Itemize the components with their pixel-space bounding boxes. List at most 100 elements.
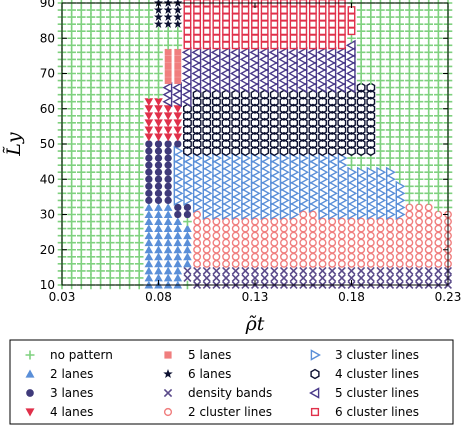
data-point [327,96,337,107]
data-point [173,187,184,199]
data-point [308,27,317,36]
data-point [154,154,163,162]
data-point [336,68,346,79]
data-point [239,53,250,65]
data-point [173,119,183,128]
data-point [345,53,356,65]
data-point [326,82,337,94]
legend: no pattern 5 lanes 3 cluster lines 2 lanes 6… [25,348,419,419]
data-point [173,194,184,206]
data-point [173,126,183,135]
data-point [222,34,230,43]
data-point [328,245,337,254]
data-point [212,273,221,282]
data-point [210,68,221,79]
data-point [183,27,192,36]
data-point [231,266,240,275]
data-point [347,124,356,136]
data-point [211,145,221,157]
y-axis-title: L̃y [3,132,25,157]
data-point [174,48,182,56]
data-point [328,166,338,178]
data-point [249,60,260,72]
data-point [96,0,105,8]
data-point [222,273,231,282]
data-point [164,196,172,205]
data-point [144,231,154,240]
data-point [240,145,250,157]
data-point [308,273,317,282]
data-point [221,209,232,220]
data-point [201,46,211,58]
legend-label: 2 lanes [50,367,93,381]
y-tick-label: 20 [40,243,55,257]
data-point [347,33,356,43]
data-point [307,46,318,58]
data-point [434,224,443,233]
data-point [287,75,298,87]
data-point [308,96,318,107]
data-point [337,13,346,22]
data-point [202,34,211,43]
data-point [415,203,423,212]
data-point [289,259,298,268]
data-point [376,238,385,247]
data-point [260,124,270,136]
legend-label: 4 cluster lines [335,367,419,381]
data-point [298,145,308,157]
data-point [424,238,433,247]
data-point [183,273,192,282]
data-point [164,154,172,162]
data-point [154,12,163,21]
data-point [345,39,356,51]
data-point [385,201,396,213]
data-point [434,238,443,247]
data-point [308,187,319,199]
data-point [279,173,290,185]
data-point [202,27,211,36]
data-point [327,103,337,114]
data-point [144,119,154,128]
data-point [192,131,202,143]
data-point [231,180,242,192]
data-point [356,124,366,136]
data-point [183,180,194,192]
data-point [211,110,221,121]
data-point [424,266,433,275]
data-point [299,27,308,36]
data-point [212,259,221,268]
data-point [287,53,298,65]
data-point [269,96,279,107]
data-point [192,117,202,128]
data-point [145,147,153,155]
data-point [318,224,327,233]
data-point [202,138,212,150]
data-point [289,194,300,206]
data-point [298,138,308,150]
data-point [260,217,269,226]
data-point [279,138,289,150]
data-point [163,126,173,135]
data-point [211,117,221,128]
data-point [318,180,329,192]
data-point [386,224,395,233]
data-point [347,187,358,199]
data-point [154,140,163,148]
data-point [260,138,270,150]
data-point [163,217,173,225]
data-point [222,41,230,50]
data-point [357,173,367,185]
data-point [202,187,213,199]
data-point [231,217,240,226]
data-point [154,161,163,169]
data-point [191,82,202,94]
data-point [366,145,376,157]
data-point [289,252,298,261]
data-point [347,13,356,22]
data-point [251,252,259,261]
data-point [434,266,443,275]
data-point [270,266,279,275]
data-point [241,6,250,14]
data-point [183,124,192,136]
data-point [183,138,192,150]
